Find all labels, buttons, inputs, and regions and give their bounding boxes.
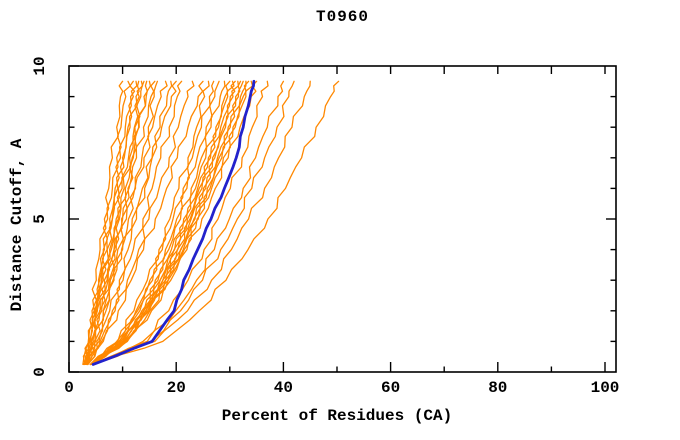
model-curve: [87, 80, 173, 366]
model-curve: [82, 80, 124, 366]
y-axis-label-text: Distance Cutoff, A: [8, 138, 26, 312]
model-curve: [91, 80, 240, 366]
model-curve: [87, 80, 195, 366]
axis-ticks: [68, 65, 616, 373]
x-tick-label: 80: [488, 379, 508, 397]
model-curve: [92, 80, 285, 366]
model-curve: [89, 80, 210, 366]
model-curve: [92, 80, 311, 366]
model-curve: [85, 80, 131, 366]
model-curve: [83, 80, 168, 366]
x-axis-label: Percent of Residues (CA): [221, 407, 453, 425]
model-curves-group: [82, 80, 340, 366]
model-curve: [89, 80, 226, 366]
model-curve: [87, 80, 183, 366]
highlight-curve-group: [91, 79, 256, 366]
plot-border: [68, 65, 617, 373]
model-curve: [91, 80, 235, 366]
x-tick-label: 40: [273, 379, 293, 397]
model-curve: [89, 80, 215, 366]
x-tick-label: 60: [380, 379, 401, 397]
model-curve: [82, 80, 152, 366]
model-curve: [85, 80, 156, 366]
chart-title: T0960: [315, 8, 369, 26]
model-curve: [92, 80, 340, 366]
model-curve: [87, 80, 204, 366]
y-tick-label: 5: [31, 214, 49, 224]
model-curve: [92, 80, 295, 366]
model-curve: [87, 80, 159, 366]
model-curve: [91, 80, 250, 366]
highlight-curve: [91, 79, 256, 366]
y-tick-label: 0: [31, 367, 49, 377]
model-curve: [92, 80, 269, 366]
axis-frame: [68, 65, 617, 373]
x-tick-label: 0: [64, 379, 74, 397]
x-tick-label: 100: [590, 379, 620, 397]
y-tick-label: 10: [31, 56, 49, 76]
x-tick-label: 20: [166, 379, 186, 397]
model-curve: [89, 80, 254, 366]
